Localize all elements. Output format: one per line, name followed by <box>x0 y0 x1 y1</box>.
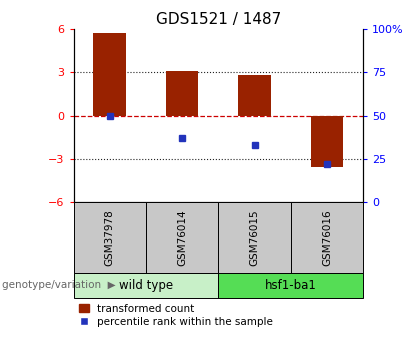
Bar <box>166 71 199 116</box>
Bar <box>218 202 291 273</box>
Bar <box>311 116 344 167</box>
Text: GSM76016: GSM76016 <box>322 209 332 266</box>
Bar <box>74 273 218 298</box>
Text: GSM76014: GSM76014 <box>177 209 187 266</box>
Bar <box>218 273 363 298</box>
Text: GSM76015: GSM76015 <box>249 209 260 266</box>
Title: GDS1521 / 1487: GDS1521 / 1487 <box>156 12 281 27</box>
Bar <box>291 202 363 273</box>
Bar <box>74 202 146 273</box>
Text: genotype/variation  ▶: genotype/variation ▶ <box>2 280 116 290</box>
Text: hsf1-ba1: hsf1-ba1 <box>265 279 317 292</box>
Text: wild type: wild type <box>119 279 173 292</box>
Bar <box>238 75 271 116</box>
Bar <box>146 202 218 273</box>
Text: GSM37978: GSM37978 <box>105 209 115 266</box>
Legend: transformed count, percentile rank within the sample: transformed count, percentile rank withi… <box>79 304 273 327</box>
Bar <box>93 33 126 116</box>
